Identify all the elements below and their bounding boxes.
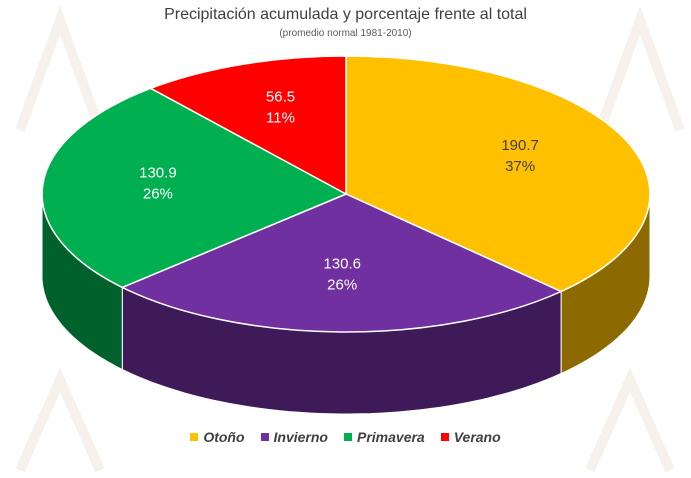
- legend-label-verano: Verano: [453, 429, 501, 445]
- legend-label-invierno: Invierno: [273, 429, 328, 445]
- legend-item-verano: Verano: [440, 429, 501, 445]
- percent-label-otono: 37%: [505, 158, 535, 175]
- percent-label-primavera: 26%: [143, 186, 173, 203]
- chart-subtitle: (promedio normal 1981-2010): [279, 28, 412, 39]
- value-label-otono: 190.7: [501, 137, 539, 154]
- legend-item-primavera: Primavera: [344, 429, 425, 445]
- value-label-primavera: 130.9: [139, 165, 177, 182]
- legend-swatch-invierno: [260, 433, 269, 441]
- pie-slice-otono: [345, 55, 651, 293]
- legend-item-invierno: Invierno: [260, 429, 328, 445]
- legend: Otoño Invierno Primavera Verano: [0, 429, 691, 445]
- chart-title: Precipitación acumulada y porcentaje fre…: [164, 6, 527, 23]
- pie-chart: 190.7 37% 130.6 26% 130.9 26% 56.5 11%: [41, 55, 651, 415]
- value-label-verano: 56.5: [266, 88, 295, 105]
- legend-swatch-primavera: [344, 433, 352, 441]
- legend-label-primavera: Primavera: [357, 429, 425, 445]
- pie-slice-verano: [148, 55, 347, 196]
- pie-slice-invierno: [120, 193, 563, 333]
- legend-swatch-otono: [190, 433, 199, 441]
- percent-label-verano: 11%: [266, 109, 295, 126]
- legend-label-otono: Otoño: [203, 429, 245, 445]
- percent-label-invierno: 26%: [327, 277, 357, 294]
- value-label-invierno: 130.6: [323, 256, 361, 273]
- pie-slice-primavera: [41, 87, 348, 289]
- legend-swatch-verano: [440, 433, 449, 441]
- legend-item-otono: Otoño: [190, 429, 245, 445]
